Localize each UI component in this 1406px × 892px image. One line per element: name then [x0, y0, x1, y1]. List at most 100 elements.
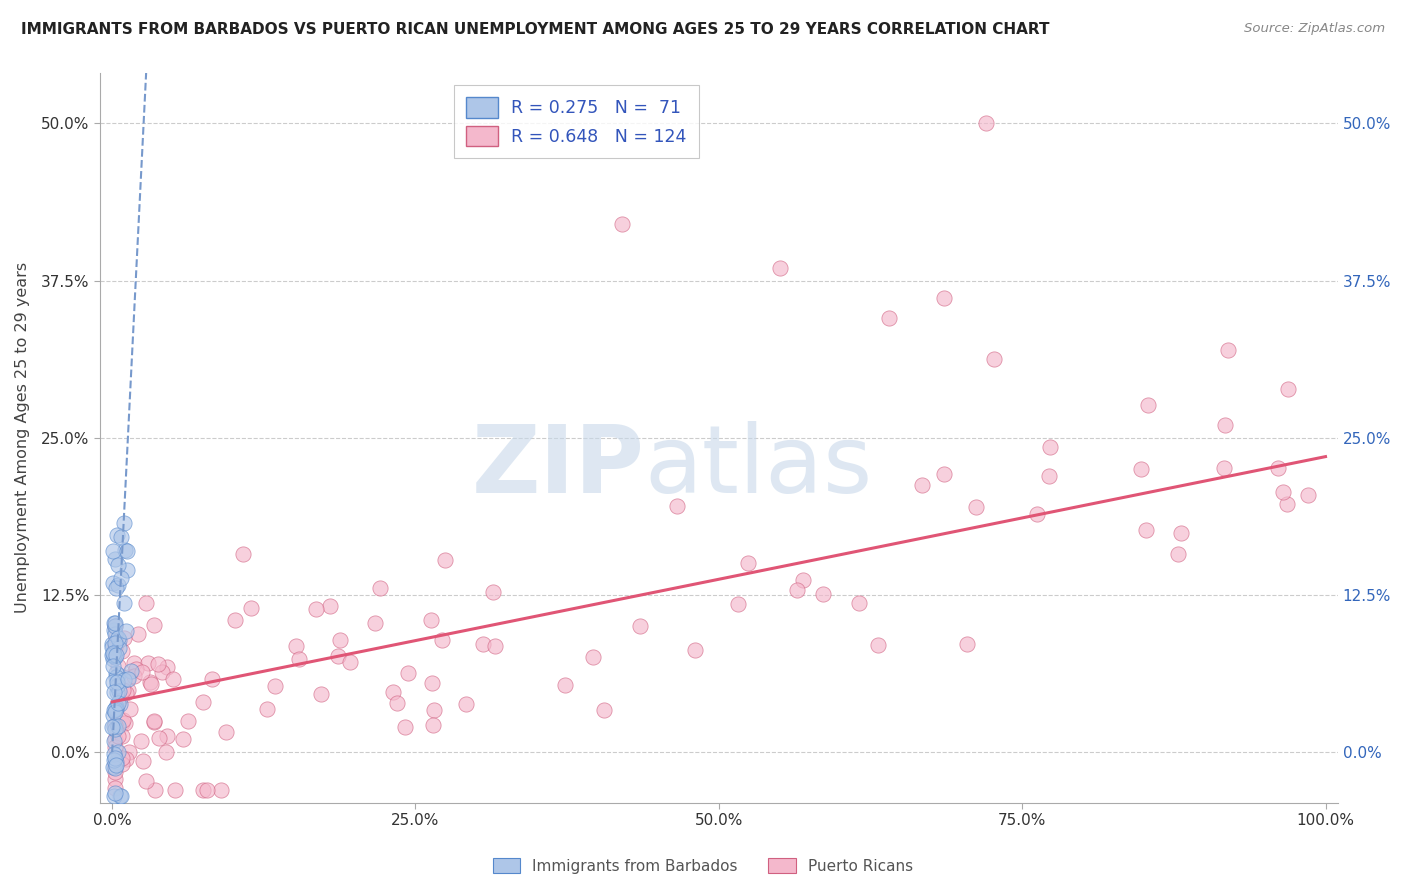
Point — [117, 672, 139, 686]
Point — [232, 548, 254, 562]
Point — [103, 615, 125, 630]
Point — [868, 638, 890, 652]
Point — [107, 745, 129, 759]
Point — [288, 652, 311, 666]
Point — [239, 600, 262, 615]
Point — [115, 752, 138, 766]
Point — [142, 714, 165, 729]
Point — [107, 719, 129, 733]
Point — [610, 217, 633, 231]
Point — [101, 640, 124, 654]
Point — [339, 655, 361, 669]
Point — [381, 685, 404, 699]
Point — [124, 669, 146, 683]
Point — [104, 758, 127, 772]
Point — [103, 753, 125, 767]
Point — [108, 697, 131, 711]
Point — [877, 311, 900, 326]
Point — [1170, 526, 1192, 541]
Point — [201, 672, 224, 686]
Point — [114, 542, 136, 557]
Point — [420, 613, 443, 627]
Point — [115, 686, 138, 700]
Point — [138, 674, 160, 689]
Point — [115, 563, 138, 577]
Point — [125, 662, 148, 676]
Point — [104, 638, 127, 652]
Point — [420, 676, 443, 690]
Text: IMMIGRANTS FROM BARBADOS VS PUERTO RICAN UNEMPLOYMENT AMONG AGES 25 TO 29 YEARS : IMMIGRANTS FROM BARBADOS VS PUERTO RICAN… — [21, 22, 1050, 37]
Point — [103, 764, 125, 779]
Point — [111, 729, 134, 743]
Point — [195, 783, 218, 797]
Point — [105, 675, 128, 690]
Point — [104, 761, 127, 775]
Legend: R = 0.275   N =  71, R = 0.648   N = 124: R = 0.275 N = 71, R = 0.648 N = 124 — [454, 86, 699, 159]
Point — [104, 631, 127, 645]
Point — [263, 679, 285, 693]
Point — [139, 677, 162, 691]
Point — [110, 690, 132, 704]
Point — [117, 544, 139, 558]
Point — [107, 632, 129, 646]
Point — [118, 745, 141, 759]
Point — [108, 641, 131, 656]
Point — [628, 618, 651, 632]
Point — [148, 731, 170, 745]
Point — [103, 659, 125, 673]
Point — [107, 696, 129, 710]
Point — [162, 672, 184, 686]
Point — [114, 716, 136, 731]
Point — [582, 650, 605, 665]
Point — [592, 703, 614, 717]
Point — [103, 718, 125, 732]
Point — [326, 648, 349, 663]
Point — [104, 786, 127, 800]
Point — [370, 581, 392, 595]
Point — [135, 773, 157, 788]
Point — [103, 576, 125, 591]
Point — [396, 665, 419, 680]
Point — [103, 789, 125, 804]
Point — [117, 670, 139, 684]
Point — [311, 687, 333, 701]
Point — [129, 733, 152, 747]
Point — [111, 716, 134, 731]
Point — [482, 585, 505, 599]
Point — [104, 649, 127, 664]
Point — [101, 646, 124, 660]
Point — [224, 613, 246, 627]
Point — [104, 723, 127, 737]
Point — [104, 755, 127, 769]
Point — [932, 292, 955, 306]
Point — [848, 596, 870, 610]
Text: ZIP: ZIP — [471, 421, 644, 513]
Point — [103, 732, 125, 747]
Point — [214, 724, 236, 739]
Point — [107, 684, 129, 698]
Point — [256, 702, 278, 716]
Point — [103, 772, 125, 786]
Point — [110, 789, 132, 804]
Point — [146, 657, 169, 672]
Point — [145, 783, 167, 797]
Point — [138, 657, 160, 671]
Point — [422, 718, 444, 732]
Point — [484, 639, 506, 653]
Point — [1213, 461, 1236, 475]
Point — [811, 586, 834, 600]
Point — [112, 516, 135, 530]
Point — [104, 701, 127, 715]
Point — [974, 116, 997, 130]
Point — [956, 637, 979, 651]
Point — [101, 760, 124, 774]
Y-axis label: Unemployment Among Ages 25 to 29 years: Unemployment Among Ages 25 to 29 years — [15, 262, 30, 614]
Point — [472, 636, 495, 650]
Point — [176, 714, 198, 728]
Point — [103, 652, 125, 666]
Point — [111, 757, 134, 772]
Point — [142, 715, 165, 730]
Point — [191, 783, 214, 797]
Point — [110, 530, 132, 544]
Point — [156, 659, 179, 673]
